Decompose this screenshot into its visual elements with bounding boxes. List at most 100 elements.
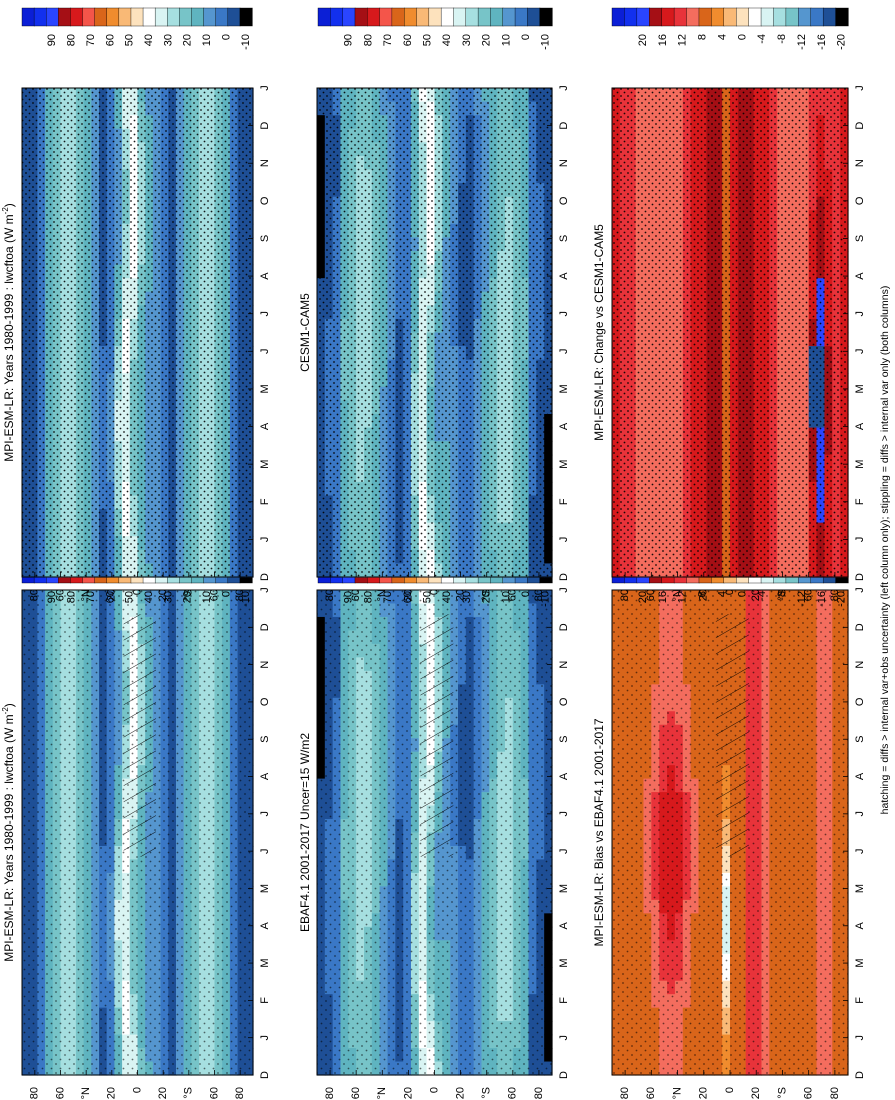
month-tick-label: M (854, 884, 866, 893)
colorbar-label: 90 (343, 591, 355, 603)
lat-tick-label: 60 (54, 1087, 66, 1099)
hatching-overlay (420, 614, 454, 857)
lat-tick-label: °N (672, 1087, 684, 1099)
colorbar-label: 20 (182, 34, 194, 46)
lat-tick-label: 60 (350, 1087, 362, 1099)
month-tick-label: D (259, 122, 271, 130)
colorbar-swatch (191, 7, 205, 27)
colorbar-label: -16 (816, 591, 828, 607)
colorbar-label: -4 (756, 591, 768, 601)
month-tick-label: J (259, 85, 271, 91)
colorbar-label: 0 (221, 34, 233, 40)
month-tick-label: F (854, 997, 866, 1004)
lat-tick-label: 0 (724, 1087, 736, 1093)
colorbar-label: 20 (637, 591, 649, 603)
colorbar-swatch (154, 7, 168, 27)
colorbar-label: 90 (46, 591, 58, 603)
lat-tick-label: 80 (533, 1087, 545, 1099)
lat-tick-label: 20 (455, 1087, 467, 1099)
lat-tick-label: 0 (428, 1087, 440, 1093)
colorbar-label: 20 (182, 591, 194, 603)
colorbar-label: -10 (540, 591, 552, 607)
lat-tick-label: 60 (54, 589, 66, 601)
lat-tick-label: °N (80, 589, 92, 601)
month-tick-label: J (854, 1035, 866, 1041)
lat-tick-label: 20 (106, 1087, 118, 1099)
lat-tick-label: 60 (645, 1087, 657, 1099)
month-tick-label: M (259, 384, 271, 393)
month-tick-label: J (558, 587, 570, 593)
month-tick-label: M (558, 884, 570, 893)
lat-tick-label: 60 (803, 1087, 815, 1099)
month-tick-label: S (259, 235, 271, 242)
colorbar-label: -10 (240, 34, 252, 50)
colorbar-label: 30 (162, 591, 174, 603)
colorbar-swatch (179, 7, 193, 27)
panel-mpi_left: 80 60 °N 20 0 20 °S 60 80DJFMAMJJASONDJMPI-ESM-L… (1, 567, 271, 1099)
colorbar-label: 60 (104, 34, 116, 46)
colorbar-label: 16 (657, 591, 669, 603)
month-tick-label: M (854, 959, 866, 968)
panel-title: MPI-ESM-LR: Years 1980-1999 : lwcftoa (W… (1, 203, 16, 462)
month-tick-label: J (558, 848, 570, 854)
month-tick-label: N (558, 661, 570, 669)
month-tick-label: F (259, 997, 271, 1004)
hatching-overlay (123, 614, 156, 857)
colorbar-label: 40 (441, 591, 453, 603)
lat-tick-label: °S (481, 1087, 493, 1099)
month-tick-label: F (259, 498, 271, 505)
month-tick-label: A (558, 921, 570, 929)
colorbar-label: 10 (201, 591, 213, 603)
colorbar-label: 90 (46, 34, 58, 46)
month-tick-label: O (854, 697, 866, 706)
colorbar-swatch (203, 7, 217, 27)
colorbar: 90 80 70 60 50 40 30 20 10 0 -10 (21, 7, 253, 50)
lat-tick-label: 80 (619, 1087, 631, 1099)
month-tick-label: A (259, 921, 271, 929)
colorbar-label: 50 (422, 591, 434, 603)
panel-cesm: 80 60 °N 20 0 20 °S 60 80DJFMAMJJASONDJCESM1-CAM… (298, 7, 570, 601)
month-tick-label: J (259, 848, 271, 854)
colorbar-label: 30 (461, 591, 473, 603)
colorbar-swatch (94, 7, 108, 27)
month-tick-label: J (854, 811, 866, 817)
colorbar-label: -10 (240, 591, 252, 607)
month-tick-label: D (259, 623, 271, 631)
lat-tick-label: 80 (29, 589, 41, 601)
month-tick-label: D (854, 623, 866, 631)
colorbar-label: 40 (143, 591, 155, 603)
month-tick-label: A (259, 272, 271, 280)
colorbar-label: 80 (362, 591, 374, 603)
month-tick-label: J (259, 311, 271, 317)
colorbar-swatch (21, 7, 35, 27)
month-tick-label: A (854, 772, 866, 780)
lat-tick-label: 20 (106, 589, 118, 601)
month-tick-label: J (259, 811, 271, 817)
lat-tick-label: °S (183, 589, 195, 601)
colorbar-label: -8 (776, 591, 788, 601)
hatching-overlay (715, 614, 749, 857)
lat-tick-label: 80 (234, 1087, 246, 1099)
colorbar-swatch (33, 7, 47, 27)
colorbar-label: 0 (736, 591, 748, 597)
month-tick-label: A (259, 422, 271, 430)
month-tick-label: J (558, 1035, 570, 1041)
colorbar-swatch (106, 7, 120, 27)
lat-tick-label: 0 (131, 1087, 143, 1093)
month-tick-label: O (259, 196, 271, 205)
month-tick-label: S (558, 736, 570, 743)
colorbar-label: 50 (124, 591, 136, 603)
month-tick-label: S (854, 736, 866, 743)
month-tick-label: M (259, 884, 271, 893)
colorbar-label: 30 (162, 34, 174, 46)
month-tick-label: J (259, 349, 271, 355)
month-tick-label: A (259, 772, 271, 780)
colorbar-swatch (167, 7, 180, 27)
month-tick-label: J (558, 811, 570, 817)
colorbar-label: 80 (66, 591, 78, 603)
lat-tick-label: 20 (157, 1087, 169, 1099)
colorbar-swatch (118, 7, 132, 27)
month-tick-label: D (259, 573, 271, 581)
lat-tick-label: 0 (131, 589, 143, 595)
colorbar-swatch (227, 7, 241, 27)
